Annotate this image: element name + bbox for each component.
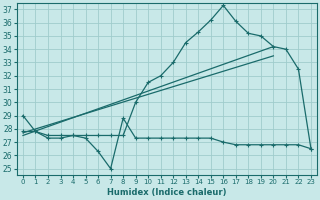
X-axis label: Humidex (Indice chaleur): Humidex (Indice chaleur): [107, 188, 227, 197]
